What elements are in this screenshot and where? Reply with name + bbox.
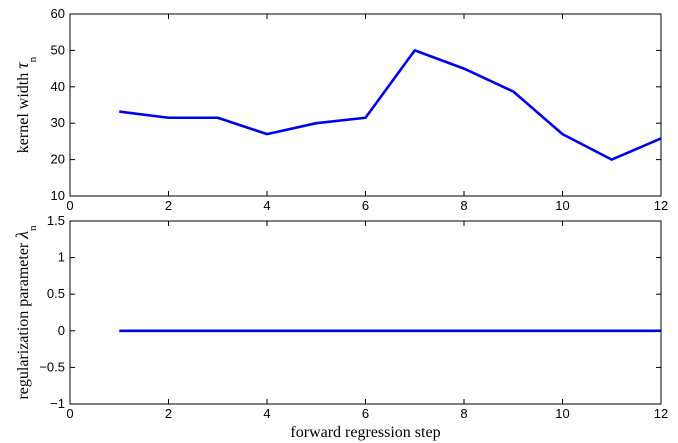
regularization-panel: 0 2 4 6 8 10 12 −1 −0.5 0 0.5 1 1.5 regularization pa… — [12, 213, 668, 441]
regularization-x-tick-label: 0 — [66, 406, 73, 421]
regularization-y-tick-label: 1.5 — [47, 213, 65, 228]
regularization-y-axis-label: regularization parameter λn — [12, 225, 39, 400]
kernel-width-y-tick-label: 10 — [51, 188, 65, 203]
regularization-y-tick-label: −1 — [50, 396, 65, 411]
kernel-width-y-tick-label: 40 — [51, 79, 65, 94]
regularization-y-axis-label-text: regularization parameter — [15, 239, 32, 400]
kernel-width-y-tick-label: 20 — [51, 152, 65, 167]
regularization-x-tick-label: 10 — [555, 406, 569, 421]
kernel-width-y-axis-label: kernel width τn — [12, 56, 39, 153]
regularization-y-tick-label: −0.5 — [39, 359, 65, 374]
regularization-x-axis-label: forward regression step — [290, 424, 440, 441]
regularization-y-axis-subscript: n — [27, 225, 39, 231]
kernel-width-y-tick-label: 30 — [51, 115, 65, 130]
kernel-width-x-tick-label: 10 — [555, 198, 569, 213]
regularization-x-tick-label: 12 — [654, 406, 668, 421]
kernel-width-y-tick-label: 50 — [51, 42, 65, 57]
kernel-width-axes-frame — [69, 13, 662, 197]
kernel-width-x-tick-label: 4 — [263, 198, 270, 213]
regularization-x-tick-label: 4 — [263, 406, 270, 421]
kernel-width-y-tick-label: 60 — [51, 6, 65, 21]
regularization-x-tick-label: 2 — [165, 406, 172, 421]
regularization-x-tick-label: 6 — [362, 406, 369, 421]
kernel-width-y-axis-subscript: n — [27, 56, 39, 62]
kernel-width-y-axis-label-text: kernel width — [15, 69, 32, 153]
regularization-y-axis-symbol: λ — [12, 231, 32, 240]
kernel-width-x-tick-label: 0 — [66, 198, 73, 213]
regularization-y-tick-label: 1 — [58, 250, 65, 265]
kernel-width-x-tick-label: 8 — [460, 198, 467, 213]
kernel-width-panel: 0 2 4 6 8 10 12 10 20 30 40 50 60 kernel width τn — [12, 6, 668, 213]
kernel-width-x-tick-label: 2 — [165, 198, 172, 213]
regularization-x-tick-label: 8 — [460, 406, 467, 421]
kernel-width-y-axis-symbol: τ — [12, 62, 32, 69]
regularization-y-tick-label: 0.5 — [47, 286, 65, 301]
kernel-width-series-line — [119, 49, 662, 161]
kernel-width-x-tick-label: 12 — [654, 198, 668, 213]
regularization-axes-frame — [69, 220, 662, 405]
kernel-width-x-tick-label: 6 — [362, 198, 369, 213]
regularization-y-tick-label: 0 — [58, 323, 65, 338]
